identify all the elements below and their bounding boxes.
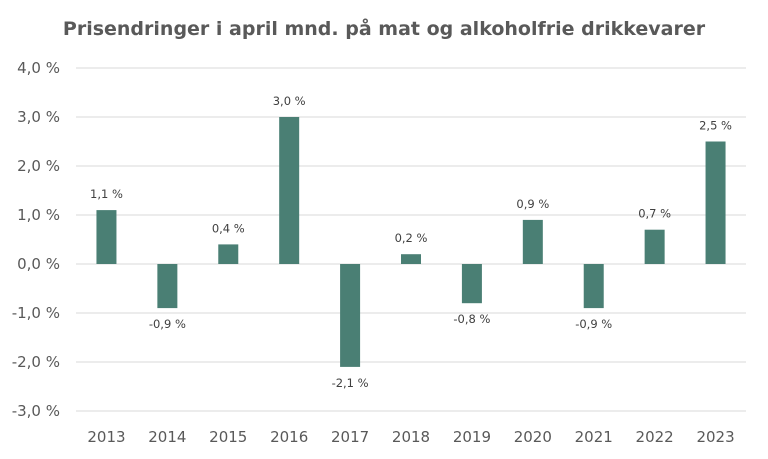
data-label-2020: 0,9 % (516, 197, 549, 211)
x-tick-label-2023: 2023 (696, 428, 734, 446)
data-label-2016: 3,0 % (273, 94, 306, 108)
y-tick-label: 0,0 % (17, 255, 60, 273)
y-tick-label: -2,0 % (12, 353, 60, 371)
data-label-2021: -0,9 % (575, 317, 612, 331)
y-tick-label: 2,0 % (17, 157, 60, 175)
data-label-2014: -0,9 % (149, 317, 186, 331)
data-label-2019: -0,8 % (453, 312, 490, 326)
x-tick-label-2017: 2017 (331, 428, 369, 446)
bar-2017 (340, 264, 361, 367)
x-tick-label-2022: 2022 (636, 428, 674, 446)
y-tick-label: 1,0 % (17, 206, 60, 224)
x-tick-label-2014: 2014 (148, 428, 186, 446)
bar-2021 (583, 264, 604, 309)
data-label-2023: 2,5 % (699, 119, 732, 133)
data-label-2018: 0,2 % (395, 231, 428, 245)
bar-2019 (461, 264, 482, 304)
bar-2023 (705, 141, 726, 264)
y-tick-label: -3,0 % (12, 402, 60, 420)
x-tick-label-2019: 2019 (453, 428, 491, 446)
y-tick-label: 3,0 % (17, 108, 60, 126)
bar-2018 (401, 254, 421, 264)
chart-title: Prisendringer i april mnd. på mat og alk… (62, 18, 706, 40)
data-label-2013: 1,1 % (90, 187, 123, 201)
x-tick-label-2018: 2018 (392, 428, 430, 446)
data-labels: 1,1 % -0,9 % 0,4 % 3,0 % -2,1 % 0,2 % -0,8 % 0,… (90, 94, 732, 390)
data-label-2015: 0,4 % (212, 221, 245, 235)
x-tick-label-2016: 2016 (270, 428, 308, 446)
x-tick-label-2020: 2020 (514, 428, 552, 446)
bar-2014 (157, 264, 178, 309)
bar-2015 (218, 244, 239, 264)
y-axis-tick-labels: 4,0 % 3,0 % 2,0 % 1,0 % 0,0 % -1,0 % -2,0 % -3,… (12, 59, 60, 420)
x-tick-label-2013: 2013 (87, 428, 125, 446)
x-tick-label-2021: 2021 (575, 428, 613, 446)
data-label-2022: 0,7 % (638, 207, 671, 221)
bar-2013 (96, 210, 117, 264)
bar-2020 (522, 219, 543, 264)
bar-2022 (644, 229, 665, 264)
x-tick-label-2015: 2015 (209, 428, 247, 446)
bars (96, 117, 726, 367)
bar-2016 (279, 117, 300, 264)
data-label-2017: -2,1 % (332, 376, 369, 390)
x-axis-tick-labels: 2013 2014 2015 2016 2017 2018 2019 2020 2021 2022… (87, 428, 734, 446)
y-tick-label: 4,0 % (17, 59, 60, 77)
y-tick-label: -1,0 % (12, 304, 60, 322)
